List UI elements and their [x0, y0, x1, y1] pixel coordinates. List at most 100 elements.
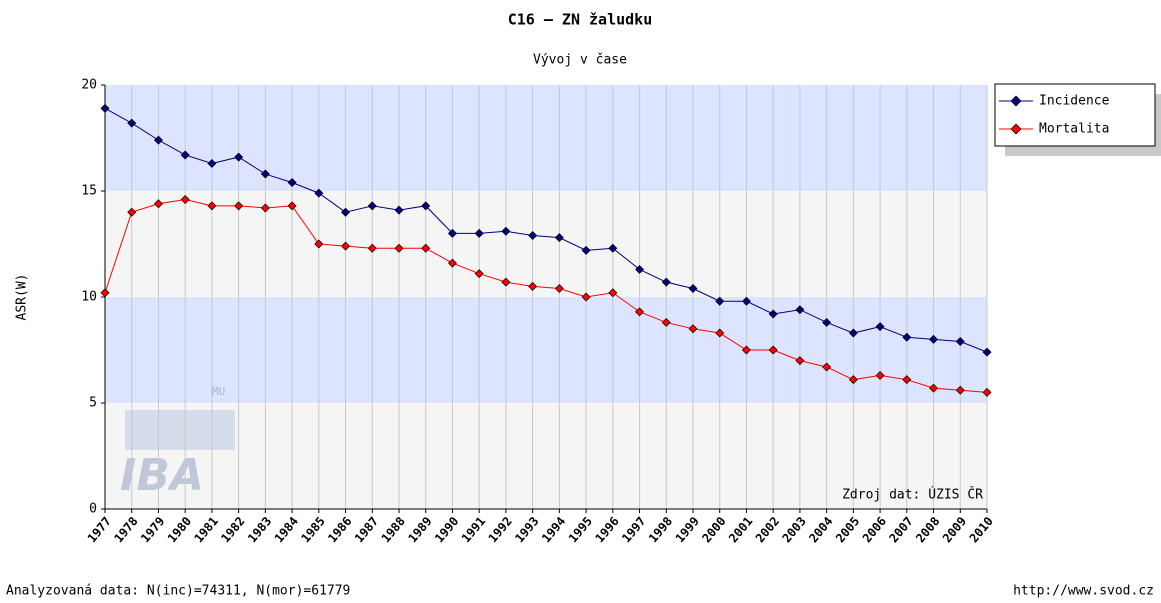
point — [982, 347, 992, 357]
logo-text: IBA — [120, 450, 204, 501]
point — [741, 345, 751, 355]
point — [234, 201, 244, 211]
x-tick-label: 1990 — [432, 514, 461, 545]
x-tick-label: 2003 — [780, 514, 809, 545]
point — [287, 178, 297, 188]
x-tick-label: 1984 — [272, 514, 301, 545]
point — [955, 337, 965, 347]
x-tick-label: 1996 — [592, 514, 621, 545]
point — [501, 226, 511, 236]
band — [105, 85, 987, 191]
x-tick-label: 1991 — [459, 514, 488, 545]
point — [341, 207, 351, 217]
point — [180, 150, 190, 160]
logo-sub: MU — [212, 385, 225, 398]
point — [260, 203, 270, 213]
x-tick-label: 1987 — [352, 514, 381, 545]
point — [234, 152, 244, 162]
point — [608, 243, 618, 253]
point — [153, 135, 163, 145]
point — [554, 233, 564, 243]
band — [105, 403, 987, 509]
x-tick-label: 2004 — [806, 514, 835, 545]
footer-right: http://www.svod.cz — [1013, 584, 1154, 599]
point — [795, 305, 805, 315]
x-tick-label: 1998 — [646, 514, 675, 545]
y-tick-label: 10 — [81, 290, 97, 305]
x-tick-label: 1982 — [218, 514, 247, 545]
point — [955, 385, 965, 395]
y-axis-label: ASR(W) — [15, 274, 30, 321]
annotation: Zdroj dat: ÚZIS ČR — [842, 487, 983, 503]
x-tick-label: 1989 — [405, 514, 434, 545]
series-line — [104, 198, 988, 393]
x-tick-label: 2008 — [913, 514, 942, 545]
point — [982, 387, 992, 397]
point — [367, 243, 377, 253]
legend-label: Incidence — [1039, 94, 1110, 109]
point — [554, 284, 564, 294]
y-tick-label: 15 — [81, 184, 97, 199]
point — [929, 334, 939, 344]
point — [260, 169, 270, 179]
legend-marker — [1010, 95, 1022, 107]
x-tick-label: 1980 — [165, 514, 194, 545]
x-tick-label: 1993 — [512, 514, 541, 545]
point — [528, 281, 538, 291]
point — [635, 264, 645, 274]
y-tick-label: 5 — [89, 396, 97, 411]
x-tick-label: 2010 — [967, 514, 996, 545]
point — [207, 201, 217, 211]
point — [287, 201, 297, 211]
point — [127, 118, 137, 128]
x-tick-label: 1999 — [673, 514, 702, 545]
point — [741, 296, 751, 306]
point — [207, 158, 217, 168]
point — [608, 288, 618, 298]
point — [153, 199, 163, 209]
point — [581, 245, 591, 255]
point — [875, 370, 885, 380]
point — [875, 322, 885, 332]
point — [314, 239, 324, 249]
point — [661, 277, 671, 287]
x-tick-label: 1992 — [486, 514, 515, 545]
point — [421, 201, 431, 211]
point — [848, 328, 858, 338]
point — [447, 228, 457, 238]
legend — [994, 83, 1156, 147]
point — [715, 296, 725, 306]
point — [127, 207, 137, 217]
point — [394, 205, 404, 215]
point — [635, 307, 645, 317]
point — [768, 345, 778, 355]
point — [447, 258, 457, 268]
point — [474, 228, 484, 238]
point — [822, 362, 832, 372]
point — [100, 288, 110, 298]
x-tick-label: 2006 — [860, 514, 889, 545]
band — [105, 191, 987, 297]
x-tick-label: 1995 — [566, 514, 595, 545]
x-tick-label: 2000 — [699, 514, 728, 545]
legend-marker — [1010, 123, 1022, 135]
point — [581, 292, 591, 302]
point — [528, 231, 538, 241]
point — [902, 375, 912, 385]
point — [421, 243, 431, 253]
point — [100, 103, 110, 113]
x-tick-label: 1985 — [298, 514, 327, 545]
legend-label: Mortalita — [1039, 122, 1109, 137]
x-tick-label: 1997 — [619, 514, 648, 545]
point — [341, 241, 351, 251]
point — [474, 269, 484, 279]
point — [688, 324, 698, 334]
point — [929, 383, 939, 393]
x-tick-label: 1981 — [192, 514, 221, 545]
y-tick-label: 0 — [89, 502, 97, 517]
x-tick-label: 1986 — [325, 514, 354, 545]
x-tick-label: 1994 — [539, 514, 568, 545]
point — [822, 317, 832, 327]
x-tick-label: 1977 — [85, 514, 114, 545]
